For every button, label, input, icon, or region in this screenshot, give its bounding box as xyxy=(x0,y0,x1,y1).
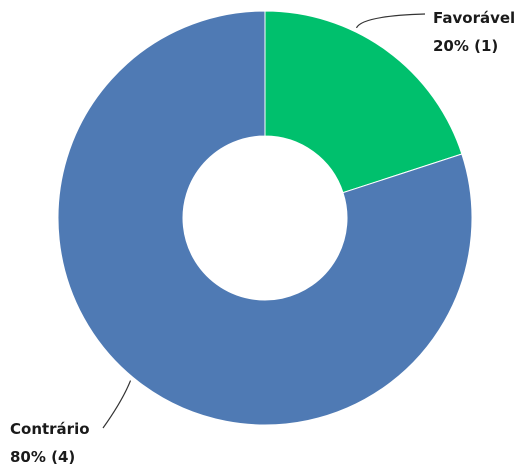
donut-slices xyxy=(57,10,473,426)
label-favoravel-name: Favorável xyxy=(433,9,515,27)
label-contrario-name: Contrário xyxy=(10,420,90,438)
leader-line-contrario xyxy=(102,380,132,429)
label-contrario-value: 80% (4) xyxy=(10,448,75,466)
leader-line-favoravel xyxy=(355,13,426,29)
slice-contrario xyxy=(57,10,473,426)
slice-favoravel xyxy=(264,10,463,194)
label-leader-lines xyxy=(102,13,426,429)
label-favoravel-value: 20% (1) xyxy=(433,37,498,55)
